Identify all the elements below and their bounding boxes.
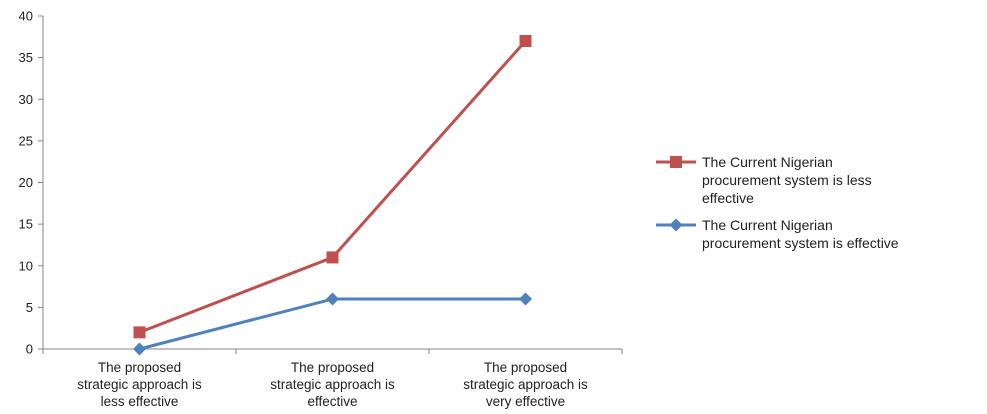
legend-marker xyxy=(670,156,682,168)
x-tick-label: The proposed strategic approach is effecti… xyxy=(270,360,395,409)
series-1 xyxy=(133,34,532,339)
y-tick-label: 40 xyxy=(19,9,33,24)
y-tick-label: 5 xyxy=(26,300,33,315)
series-line xyxy=(139,297,526,351)
legend-marker xyxy=(669,218,683,232)
y-tick-label: 25 xyxy=(19,133,33,148)
legend-label: The Current Nigerian procurement system i… xyxy=(702,217,899,251)
data-point xyxy=(326,251,339,264)
data-point xyxy=(519,34,532,47)
legend-entry-2: The Current Nigerian procurement system i… xyxy=(656,217,899,251)
x-tick-label: The proposed strategic approach is less ef… xyxy=(77,360,202,409)
y-tick-label: 15 xyxy=(19,217,33,232)
y-tick-label: 10 xyxy=(19,258,33,273)
data-point xyxy=(133,342,146,356)
y-tick-label: 30 xyxy=(19,92,33,107)
y-tick-label: 20 xyxy=(19,175,33,190)
data-point xyxy=(133,326,146,339)
data-point xyxy=(326,292,339,306)
chart-series xyxy=(133,34,532,356)
chart-axes: 0 5 10 15 20 25 30 35 40 The proposed strategic ap… xyxy=(19,9,623,409)
legend-label: The Current Nigerian procurement system i… xyxy=(702,154,872,206)
series-2 xyxy=(133,292,532,356)
chart-legend: The Current Nigerian procurement system i… xyxy=(656,154,899,251)
x-tick-label: The proposed strategic approach is very ef… xyxy=(463,360,588,409)
data-point xyxy=(519,292,532,306)
legend-entry-1: The Current Nigerian procurement system i… xyxy=(656,154,872,206)
y-tick-label: 0 xyxy=(26,342,33,357)
series-line xyxy=(138,39,527,334)
y-tick-label: 35 xyxy=(19,50,33,65)
